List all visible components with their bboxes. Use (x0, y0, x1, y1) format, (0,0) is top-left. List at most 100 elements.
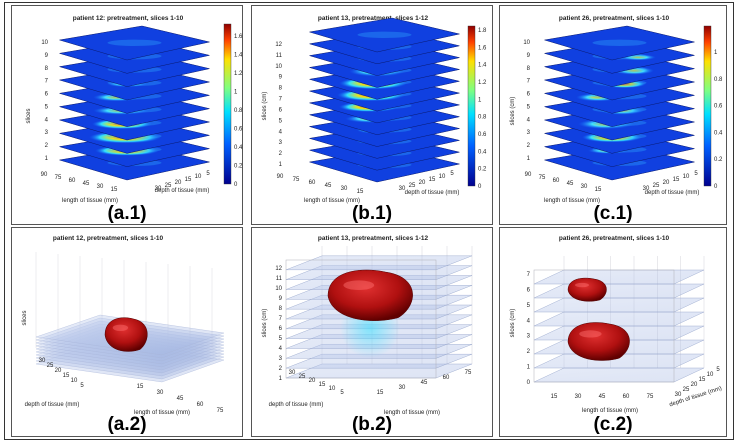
x-tick-label: 30 (97, 184, 104, 190)
panel-a1: patient 12: pretreatment, slices 1-10 1 2… (11, 5, 243, 225)
x-tick-label: 45 (325, 183, 332, 189)
x-tick-label: 25 (683, 387, 690, 393)
x-tick-label: 25 (653, 183, 660, 189)
colorbar-tick-label: 0.6 (714, 104, 723, 110)
z-tick-label: 4 (527, 117, 531, 123)
colorbar-tick-label: 0.6 (234, 127, 243, 133)
x-axis-label: length of tissue (mm) (384, 410, 440, 416)
tumor-surface (104, 317, 148, 352)
z-tick-label: 5 (279, 118, 283, 124)
x-tick-label: 15 (137, 384, 144, 390)
slice-surface (59, 25, 210, 61)
z-tick-label: 7 (527, 79, 531, 85)
z-tick-label: 4 (279, 346, 283, 352)
x-tick-label: 75 (293, 177, 300, 183)
panel-title: patient 12, pretreatment, slices 1-10 (53, 235, 164, 242)
x-tick-label: 5 (450, 171, 454, 177)
x-tick-label: 45 (83, 181, 90, 187)
tumor-surface (567, 322, 630, 361)
z-tick-label: 5 (45, 104, 49, 110)
colorbar (467, 25, 476, 187)
x-tick-label: 5 (80, 383, 84, 389)
x-tick-label: 90 (525, 172, 532, 178)
colorbar-tick-label: 1.8 (478, 28, 487, 34)
z-tick-label: 2 (279, 151, 283, 157)
x-tick-label: 30 (157, 390, 164, 396)
panel-caption: (b.1) (351, 203, 393, 224)
x-axis-label: length of tissue (mm) (62, 198, 118, 204)
panel-b1-plot: patient 13, pretreatment, slices 1-12 12… (262, 15, 487, 204)
z-tick-label: 12 (275, 266, 282, 272)
colorbar-tick-label: 1 (714, 50, 718, 56)
z-tick-label: 6 (527, 92, 531, 98)
x-axis: 15 30 45 60 75 (137, 384, 224, 414)
x-tick-label: 15 (377, 390, 384, 396)
tumor-highlight (112, 324, 129, 331)
z-tick-label: 5 (279, 336, 283, 342)
box-front (285, 259, 437, 379)
x-tick-label: 75 (539, 175, 546, 181)
x-tick-label: 15 (699, 377, 706, 383)
colorbar-tick-label: 0.2 (478, 167, 487, 173)
x-tick-label: 60 (623, 394, 630, 400)
3d-box (285, 246, 473, 379)
x-axis-label: length of tissue (mm) (304, 198, 360, 204)
x-tick-label: 45 (177, 396, 184, 402)
x-tick-label: 30 (289, 370, 296, 376)
x-tick-label: 10 (195, 174, 202, 180)
tumor-highlight (579, 330, 602, 338)
z-axis-label: slices (cm) (510, 309, 516, 338)
z-tick-label: 1 (527, 156, 531, 162)
intensity-spot (107, 39, 162, 46)
x-tick-label: 20 (691, 382, 698, 388)
x-tick-label: 15 (185, 177, 192, 183)
colorbar-tick-label: 1.2 (478, 80, 487, 86)
slice-stack (309, 17, 460, 183)
x-tick-label: 75 (217, 408, 224, 414)
slice-plane (285, 255, 473, 271)
panel-b2: patient 13, pretreatment, slices 1-12 sl… (251, 227, 493, 437)
z-tick-label: 12 (275, 42, 282, 48)
x-tick-label: 5 (206, 171, 210, 177)
x-tick-label: 15 (111, 187, 118, 193)
z-axis: 0 1 2 3 4 5 6 7 (527, 272, 531, 386)
z-tick-label: 8 (527, 66, 531, 72)
colorbar-tick-label: 1 (234, 90, 238, 96)
x-tick-label: 15 (63, 373, 70, 379)
x-tick-label: 45 (567, 181, 574, 187)
y-axis-label: depth of tissue (mm) (155, 188, 210, 194)
z-tick-label: 2 (279, 366, 283, 372)
z-tick-label: 6 (527, 287, 531, 293)
x-tick-label: 15 (551, 394, 558, 400)
colorbar-tick-label: 0.2 (234, 164, 243, 170)
panel-c1: patient 26, pretreatment, slices 1-10 1 2… (499, 5, 727, 225)
y-axis-label: depth of tissue (mm) (405, 190, 460, 196)
colorbar-tick-label: 0.8 (478, 115, 487, 121)
x-tick-label: 60 (69, 178, 76, 184)
x-tick-label: 15 (429, 177, 436, 183)
panel-title: patient 26, pretreatment, slices 1-10 (559, 15, 670, 22)
colorbar-tick-label: 0 (714, 184, 718, 190)
x-tick-label: 45 (421, 380, 428, 386)
z-tick-label: 7 (527, 272, 531, 278)
x-axis-label: length of tissue (mm) (134, 410, 190, 416)
x-axis: 90 75 60 45 30 15 (277, 174, 364, 195)
panel-caption: (a.1) (107, 203, 147, 224)
z-tick-label: 3 (527, 334, 531, 340)
z-tick-label: 7 (279, 316, 283, 322)
x-tick-label: 15 (673, 177, 680, 183)
slice-plane (533, 353, 705, 369)
x-axis: 90 75 60 45 30 15 (41, 172, 118, 193)
panel-a2: patient 12, pretreatment, slices 1-10 sl… (11, 227, 243, 437)
y-axis-label: depth of tissue (mm) (645, 190, 700, 196)
tumor-surface (567, 277, 607, 302)
x-tick-label: 10 (71, 378, 78, 384)
x-axis-label: length of tissue (mm) (544, 198, 600, 204)
x-tick-label: 20 (55, 368, 62, 374)
slice-surface (544, 25, 695, 61)
x-tick-label: 25 (47, 363, 54, 369)
z-axis-label: slices (cm) (262, 92, 268, 121)
